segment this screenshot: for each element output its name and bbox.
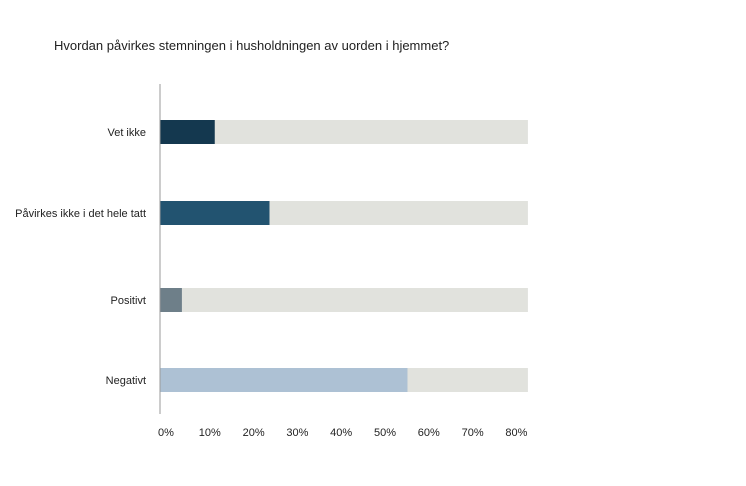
bar-background (160, 288, 528, 312)
tick-label: 70% (462, 427, 484, 439)
tick-label: 80% (505, 427, 527, 439)
category-label: Negativt (106, 375, 146, 387)
tick-label: 30% (286, 427, 308, 439)
bar (160, 288, 182, 312)
bar-background (160, 120, 528, 144)
bar (160, 368, 408, 392)
category-label: Positivt (111, 295, 146, 307)
bar (160, 120, 215, 144)
tick-label: 50% (374, 427, 396, 439)
tick-label: 40% (330, 427, 352, 439)
tick-label: 0% (158, 427, 174, 439)
category-label: Påvirkes ikke i det hele tatt (15, 208, 146, 220)
category-label: Vet ikke (107, 127, 146, 139)
tick-label: 20% (243, 427, 265, 439)
tick-label: 10% (199, 427, 221, 439)
tick-label: 60% (418, 427, 440, 439)
chart-title: Hvordan påvirkes stemningen i husholdnin… (54, 38, 450, 53)
bar (160, 201, 270, 225)
